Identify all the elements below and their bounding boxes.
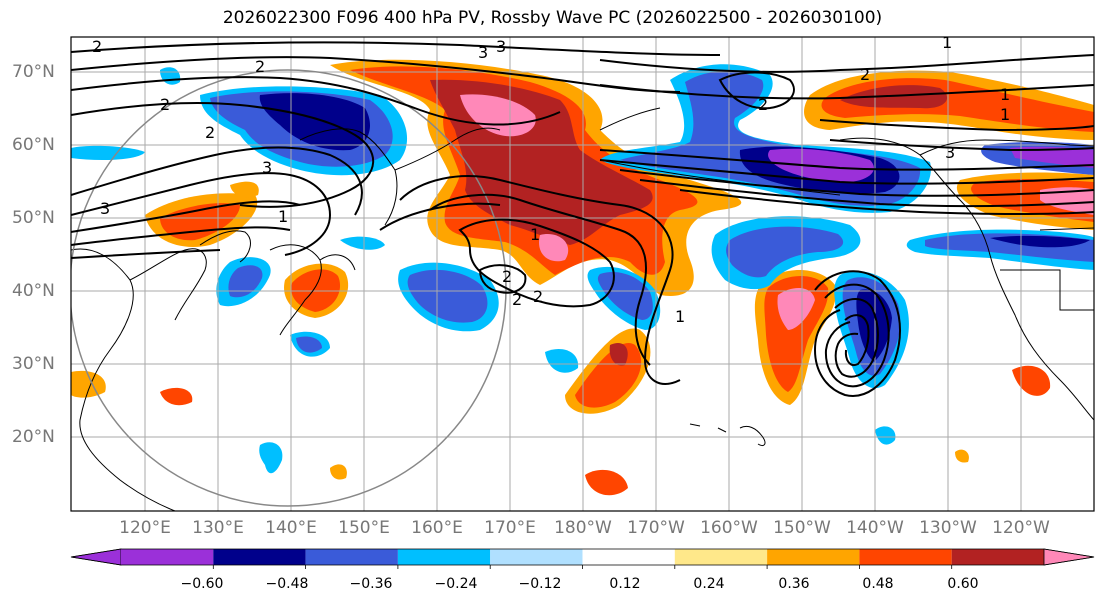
contour-label: 2 [160,95,170,114]
colorbar-tick-label: 0.60 [947,576,979,592]
colorbar-tick-label: −0.12 [518,576,562,592]
colorbar-tick-label: −0.60 [180,576,224,592]
lon-label: 150°E [338,518,390,538]
colorbar-bin [859,549,952,565]
contour-label: 2 [758,95,768,114]
lon-label: 170°E [484,518,536,538]
contour-label: 2 [533,287,543,306]
lat-label-40n: 40°N [12,281,55,301]
colorbar-bin [121,549,214,565]
colorbar-tick-label: 0.24 [693,576,725,592]
contour-labels: 2 3 2 2 1 2 3 1 2 1 2 1 2 3 1 3 1 2 2 3 [92,33,1010,326]
lon-label: 130°E [192,518,244,538]
contour-label: 3 [945,143,955,162]
graticule [71,37,1094,511]
contour-label: 3 [496,37,506,56]
colorbar-tick-label: 0.36 [778,576,810,592]
contour-label: 3 [100,199,110,218]
lat-label-50n: 50°N [12,208,55,228]
lon-label: 160°W [700,518,758,538]
colorbar-tick-label: 0.48 [862,576,894,592]
map-field: 2 3 2 2 1 2 3 1 2 1 2 1 2 3 1 3 1 2 2 3 [71,33,1094,511]
lat-label-60n: 60°N [12,135,55,155]
colorbar-bin [951,549,1044,565]
contour-label: 2 [255,57,265,76]
colorbar-extend-max [1043,548,1095,566]
pv-contours [71,41,1094,397]
lon-label: 130°W [919,518,977,538]
colorbar-bin [213,549,306,565]
lat-label-70n: 70°N [12,62,55,82]
lat-label-20n: 20°N [12,427,55,447]
lat-label-30n: 30°N [12,354,55,374]
lon-label: 120°E [119,518,171,538]
lon-label: 140°W [846,518,904,538]
contour-label: 1 [530,225,540,244]
colorbar-tick-label: −0.48 [265,576,309,592]
contour-label: 3 [262,158,272,177]
contour-label: 1 [675,307,685,326]
colorbar-extend-min [70,548,122,566]
lon-label: 150°W [773,518,831,538]
contour-label: 1 [1000,105,1010,124]
contour-label: 3 [478,43,488,62]
colorbar-bin [490,549,583,565]
colorbar-bin [582,549,675,565]
colorbar-bin [767,549,860,565]
lon-label: 170°W [627,518,685,538]
colorbar-outline [70,548,1095,566]
contour-label: 1 [942,33,952,52]
colorbar [70,548,1095,569]
contour-label: 1 [278,207,288,226]
lon-label: 160°E [411,518,463,538]
colorbar-bin [674,549,768,565]
colorbar-bin [397,549,491,565]
lon-label: 140°E [265,518,317,538]
lon-label: 180°W [554,518,612,538]
lon-label: 120°W [992,518,1050,538]
contour-label: 1 [1000,85,1010,104]
map-title: 2026022300 F096 400 hPa PV, Rossby Wave … [222,8,883,28]
map-frame [70,36,1095,512]
colorbar-tick-label: 0.12 [609,576,641,592]
coastlines [71,107,1094,511]
contour-label: 2 [92,37,102,56]
contour-label: 2 [860,65,870,84]
contour-label: 2 [502,267,512,286]
contour-label: 2 [205,123,215,142]
colorbar-bin [305,549,398,565]
contour-label: 2 [512,290,522,309]
colorbar-tick-label: −0.24 [434,576,478,592]
colorbar-tick-label: −0.36 [349,576,393,592]
